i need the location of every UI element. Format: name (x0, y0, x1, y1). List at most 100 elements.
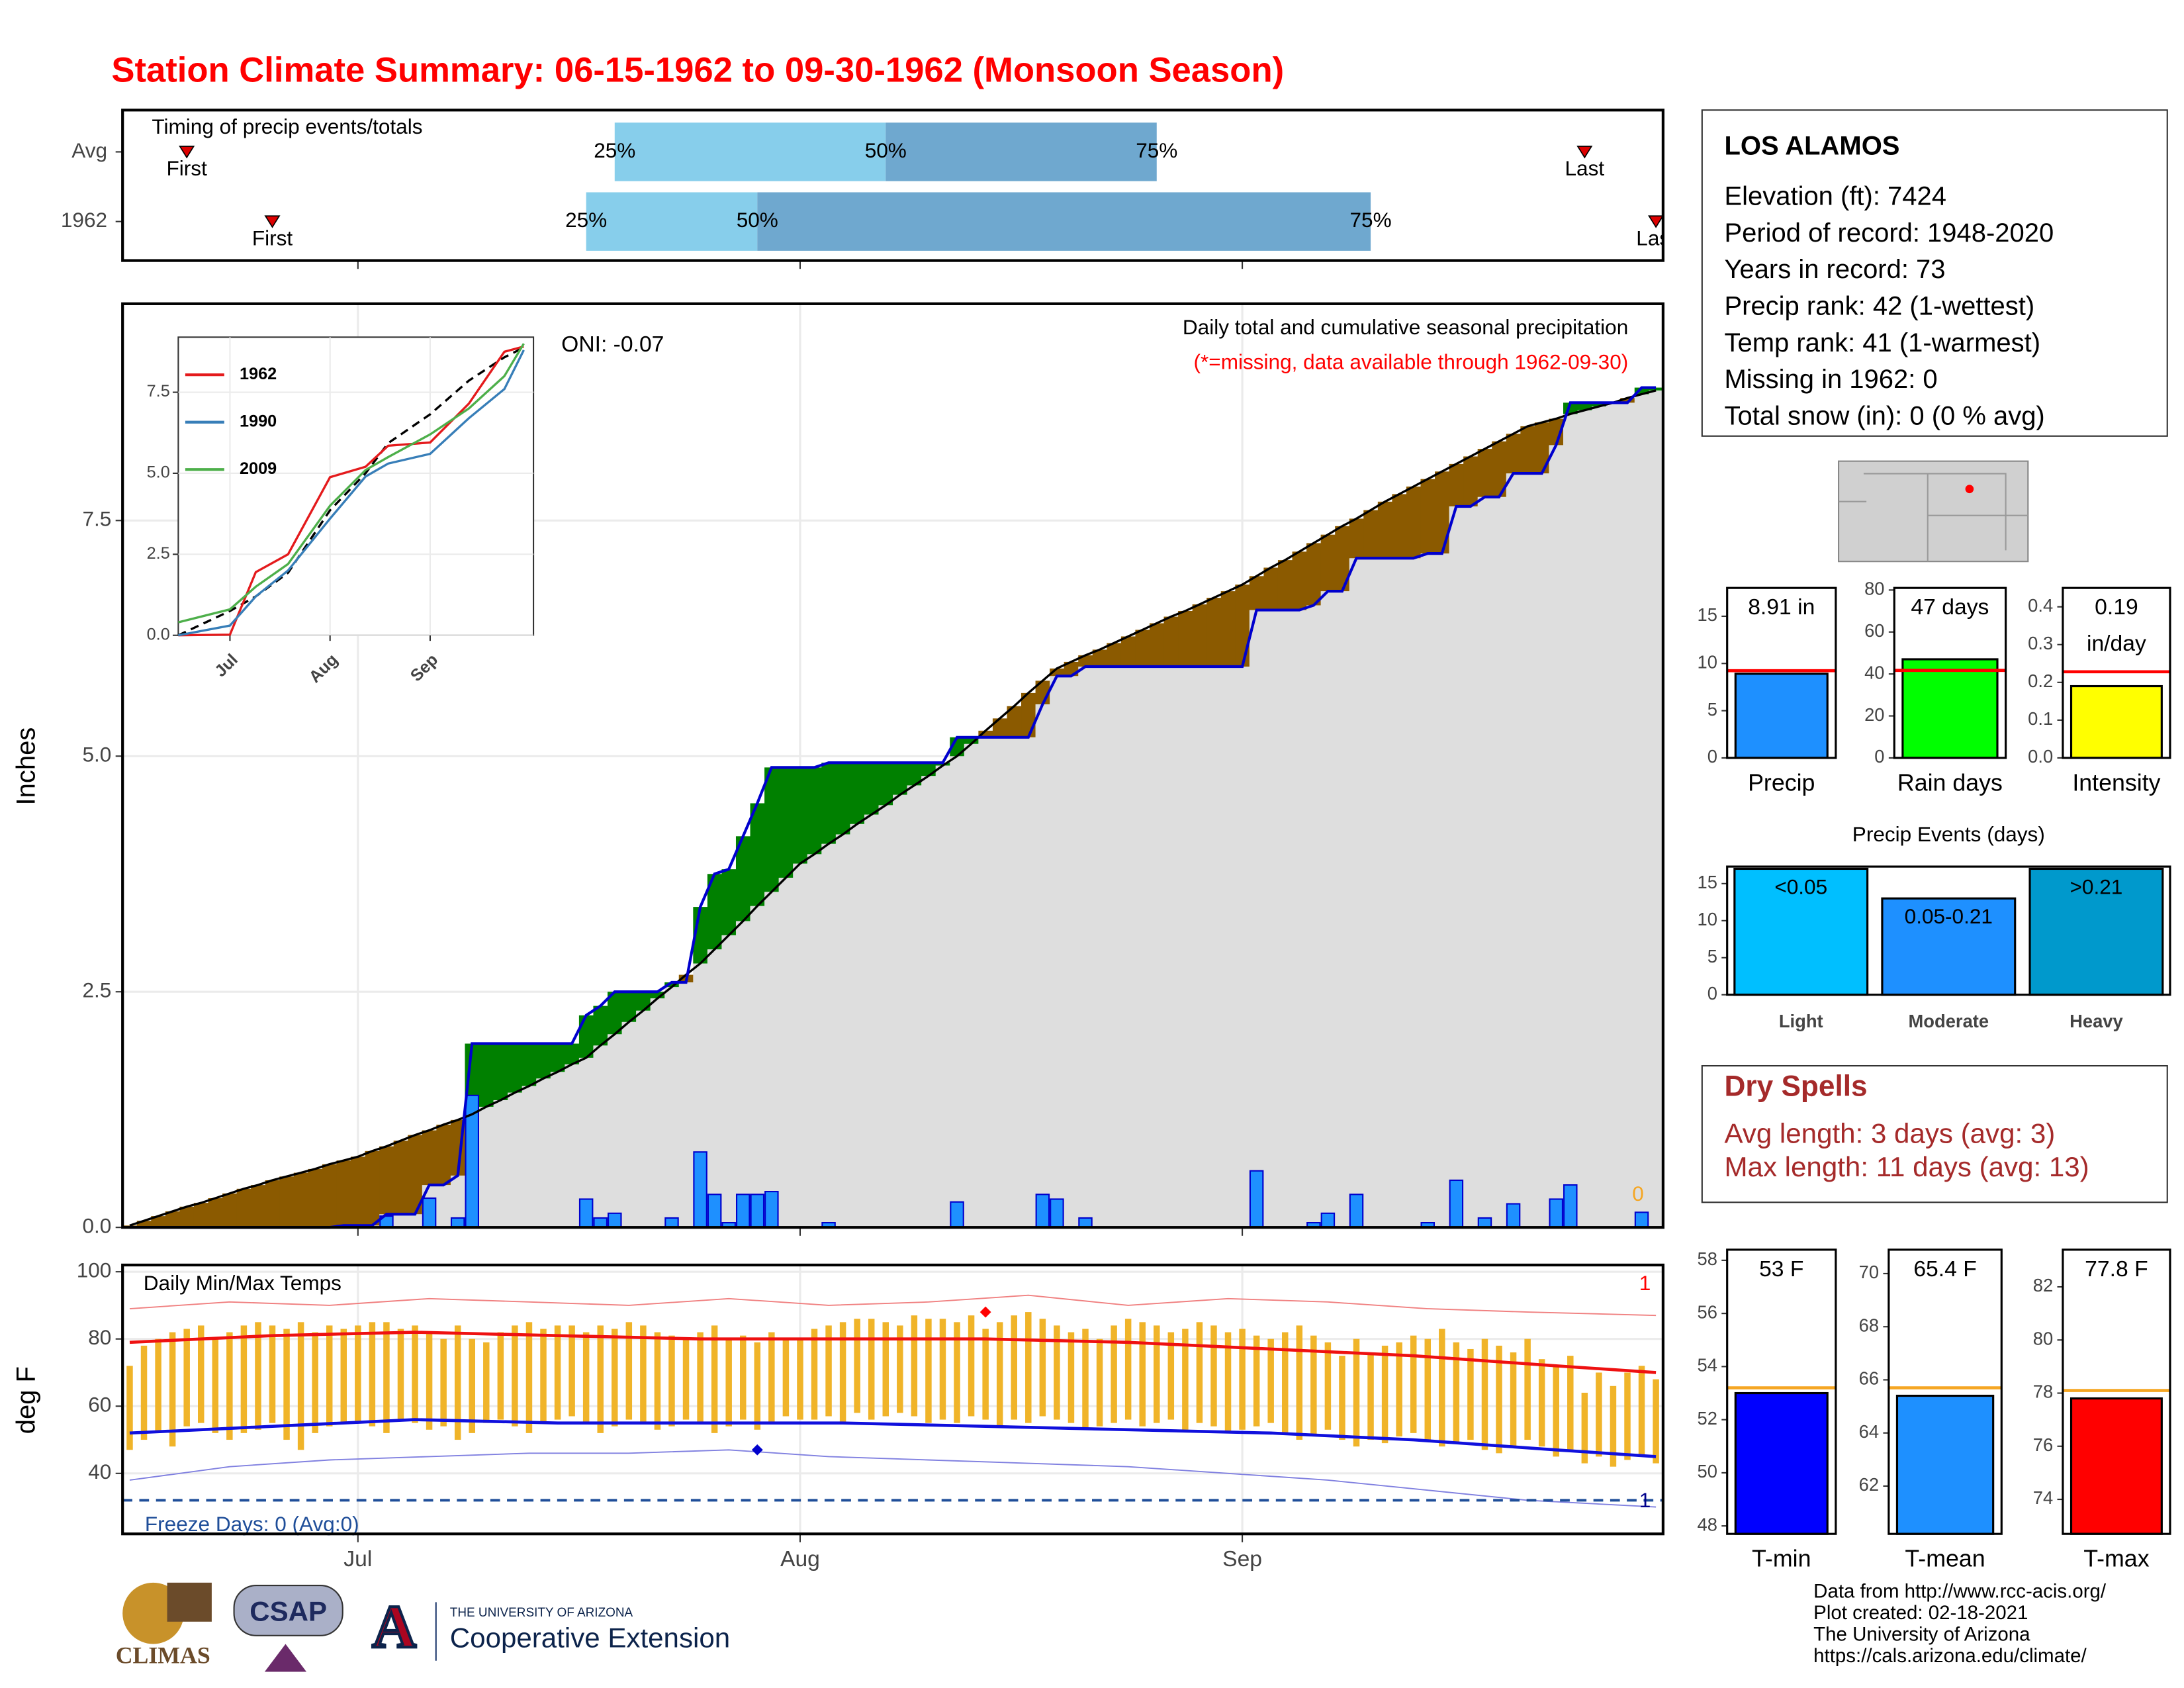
footer-line: https://cals.arizona.edu/climate/ (1813, 1645, 2087, 1667)
y-tick-label: 40 (88, 1460, 111, 1483)
temp-bar (512, 1325, 518, 1427)
timing-title: Timing of precip events/totals (152, 115, 422, 138)
station-info: Precip rank: 42 (1-wettest) (1724, 292, 2034, 321)
record-count: 1 (1639, 1488, 1651, 1512)
value-label-box: 65.4 F (1913, 1258, 1976, 1282)
area-fill (1449, 506, 1464, 1228)
mini-bar (2070, 684, 2163, 759)
area-fill (593, 1045, 608, 1228)
temp-bar (198, 1325, 205, 1423)
area-fill (1135, 667, 1150, 1228)
temp-bar (497, 1332, 504, 1420)
legend-label: 2009 (240, 459, 277, 478)
area-fill (678, 982, 694, 1228)
dry-title: Dry Spells (1724, 1070, 1867, 1102)
page-title: Station Climate Summary: 06-15-1962 to 0… (111, 50, 1284, 89)
below-fill (251, 1185, 266, 1228)
precip-bar (1549, 1198, 1563, 1229)
area-fill (764, 892, 780, 1228)
legend-label: 1990 (240, 412, 277, 430)
annotation: Daily total and cumulative seasonal prec… (1183, 315, 1628, 339)
mini-label: Rain days (1897, 769, 2003, 796)
logo-text: THE UNIVERSITY OF ARIZONA (450, 1606, 633, 1620)
timing-border (121, 109, 1664, 262)
temp-bar (911, 1315, 918, 1417)
area-fill (864, 814, 880, 1228)
area-fill (750, 906, 765, 1228)
precip-bar (1506, 1203, 1521, 1229)
mini-label: T-max (2083, 1546, 2149, 1572)
event-label: Last (1636, 226, 1676, 250)
station-info: Period of record: 1948-2020 (1724, 218, 2054, 248)
inset-bg (177, 336, 535, 636)
event-marker (1648, 215, 1663, 228)
above-fill (636, 992, 651, 1011)
below-fill (393, 1141, 408, 1215)
event-marker (1576, 146, 1593, 159)
x-tick-label: Aug (780, 1547, 820, 1571)
temp-bar (854, 1319, 860, 1413)
area-fill (721, 935, 737, 1228)
csap-mountain (264, 1644, 307, 1672)
area-fill (1192, 667, 1207, 1228)
temp-bar (1025, 1312, 1032, 1423)
map (1838, 460, 2029, 563)
below-fill (1534, 422, 1550, 474)
below-fill (136, 1221, 152, 1228)
temp-bar (1496, 1345, 1502, 1454)
above-fill (536, 1043, 551, 1079)
below-fill (351, 1156, 366, 1226)
precip-bar (1349, 1194, 1364, 1229)
year-line (178, 350, 525, 637)
area-fill (1620, 402, 1635, 1228)
temp-bar (1310, 1335, 1317, 1436)
temp-bar (569, 1325, 575, 1417)
dry-info: Avg length: 3 days (avg: 3) (1724, 1117, 2055, 1149)
y-tick-label: 100 (77, 1258, 112, 1282)
below-fill (1249, 576, 1265, 610)
event-bar (2028, 867, 2164, 996)
x-tick-label: Sep (1222, 1547, 1262, 1571)
above-fill (878, 763, 893, 806)
below-fill (1449, 463, 1464, 506)
above-fill (864, 763, 880, 815)
area-fill (1563, 414, 1578, 1228)
event-marker (264, 215, 281, 228)
temp-bar (782, 1338, 790, 1417)
station-box (1701, 109, 2168, 437)
above-fill (650, 992, 665, 999)
panel-title: Daily Min/Max Temps (144, 1271, 341, 1295)
y-tick-label: 0 (1874, 746, 1884, 767)
footer-line: Plot created: 02-18-2021 (1813, 1602, 2028, 1624)
temp-bar (383, 1322, 390, 1433)
below-fill (265, 1180, 280, 1228)
above-fill (593, 1006, 608, 1046)
below-fill (1120, 636, 1136, 667)
temp-bar (612, 1329, 618, 1427)
temp-bar (1481, 1338, 1488, 1450)
above-fill (707, 874, 723, 950)
temp-bar (725, 1338, 732, 1427)
y-tick-label: 5 (1707, 699, 1717, 720)
temp-bar (1082, 1329, 1089, 1430)
row-label: 1962 (61, 208, 107, 232)
value-label-box: 53 F (1759, 1258, 1803, 1282)
quantile-label: 50% (737, 208, 778, 232)
area-fill (1107, 667, 1122, 1228)
value-label: 0.19 in/day (2086, 596, 2146, 657)
value-label: >0.21 (2070, 874, 2122, 898)
below-fill (1477, 449, 1492, 497)
temp-bar (1510, 1352, 1517, 1447)
timing-bars: 25% 50% 75% First Last 25% 50% 75% First Last (167, 122, 1676, 251)
above-fill (1577, 402, 1592, 410)
temp-bar (768, 1332, 775, 1423)
y-tick-label: 74 (2033, 1487, 2053, 1508)
mini-border (1726, 1248, 1837, 1535)
temp-bar (1467, 1348, 1474, 1440)
temp-bar (1353, 1338, 1360, 1447)
below-fill (436, 1124, 451, 1186)
above-fill (921, 763, 936, 776)
below-fill (408, 1135, 423, 1215)
below-fill (1149, 623, 1165, 667)
area-fill (1549, 445, 1564, 1228)
